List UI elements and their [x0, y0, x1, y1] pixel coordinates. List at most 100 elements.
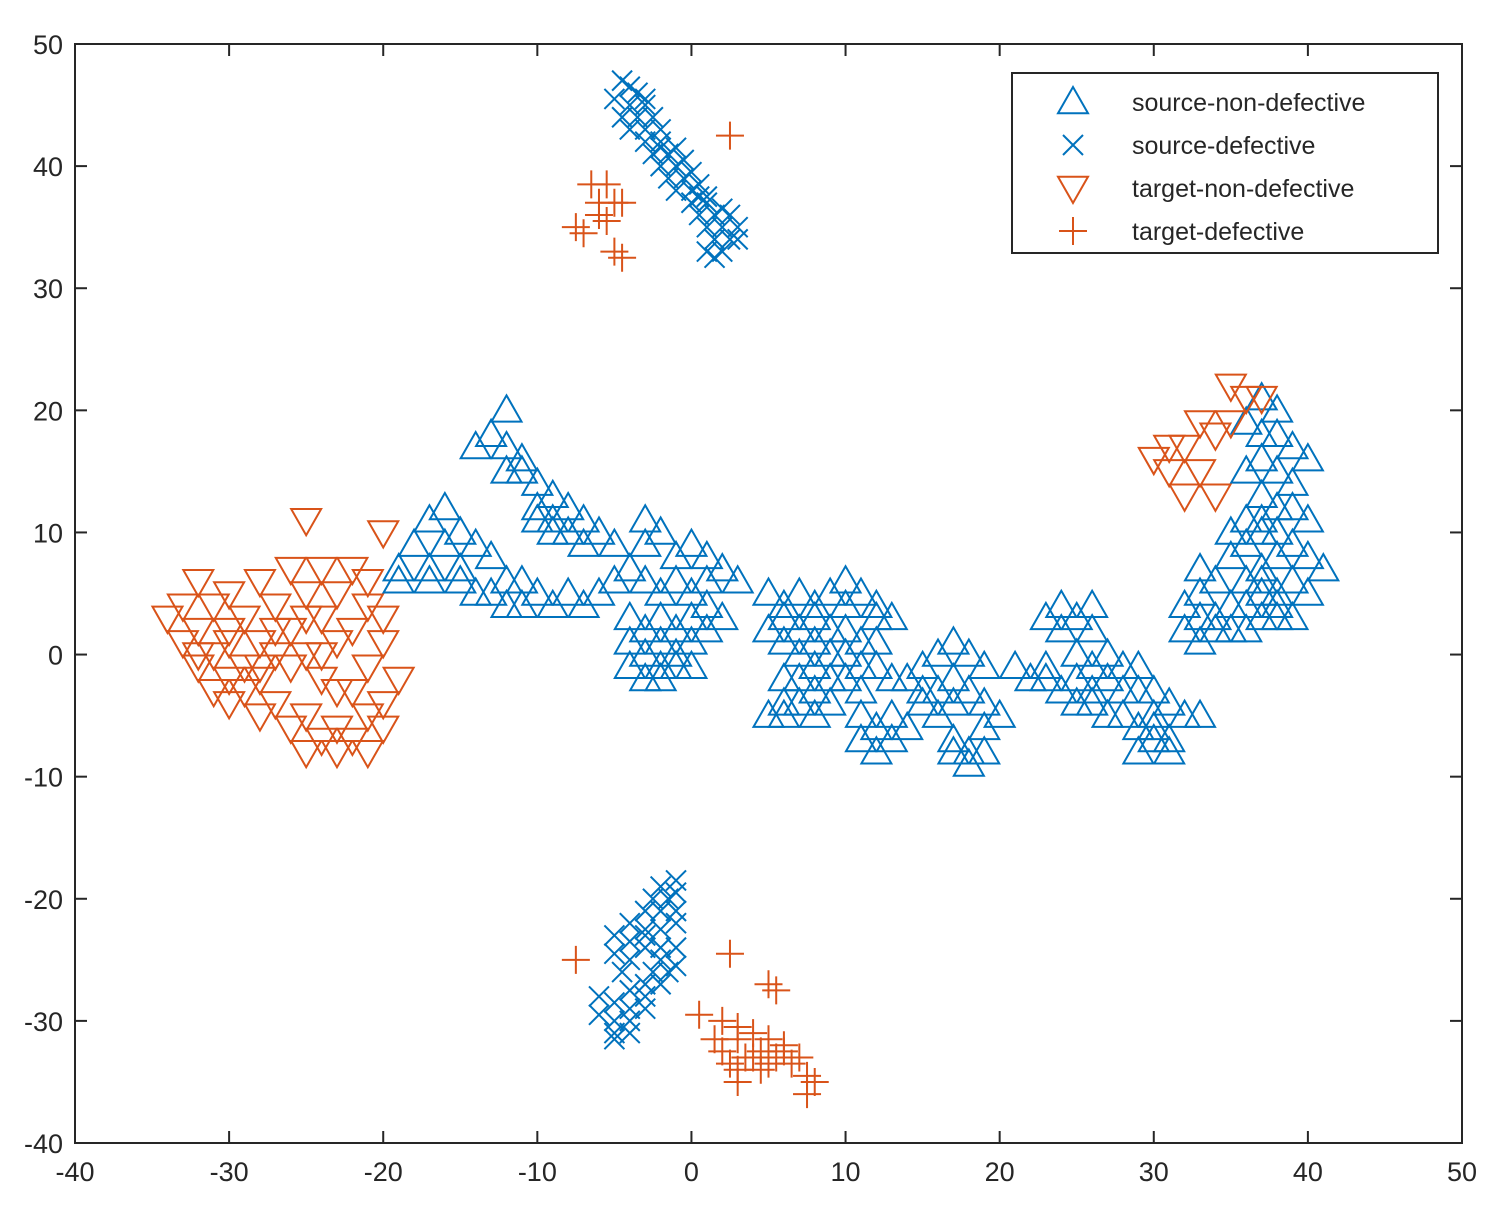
target-defective-point: [569, 219, 598, 248]
source-defective-point: [703, 246, 726, 269]
source-defective-point: [619, 94, 641, 116]
legend-marker-target-non-defective: [1056, 175, 1090, 206]
source-non-defective-point: [674, 649, 709, 680]
source-defective-point: [649, 900, 672, 922]
target-defective-point: [723, 1025, 752, 1054]
source-non-defective-point: [859, 588, 894, 618]
source-defective-point: [619, 1022, 641, 1044]
y-tick-label: 0: [48, 641, 63, 671]
target-defective-point: [739, 1019, 768, 1048]
target-non-defective-point: [1244, 385, 1279, 416]
source-non-defective-point: [412, 564, 447, 594]
source-non-defective-point: [505, 442, 539, 472]
source-non-defective-point: [1214, 539, 1248, 570]
x-tick-label: 50: [1447, 1157, 1477, 1187]
source-non-defective-point: [458, 527, 493, 557]
target-non-defective-point: [181, 654, 216, 684]
source-non-defective-point: [674, 527, 709, 557]
y-tick-label: 30: [33, 274, 63, 304]
source-defective-point: [665, 155, 687, 177]
source-non-defective-point: [875, 600, 909, 631]
source-non-defective-point: [489, 454, 524, 484]
source-non-defective-point: [751, 576, 786, 606]
source-non-defective-point: [952, 674, 986, 704]
source-non-defective-point: [381, 564, 416, 594]
target-non-defective-point: [320, 739, 354, 770]
target-non-defective-point: [320, 678, 354, 709]
x-tick-label: 30: [1139, 1157, 1169, 1187]
target-non-defective-point: [274, 556, 308, 587]
source-non-defective-point: [1275, 491, 1310, 521]
source-defective-point: [634, 130, 656, 153]
y-tick-label: -20: [24, 885, 63, 915]
x-tick-label: 10: [831, 1157, 861, 1187]
source-defective-point: [603, 88, 626, 110]
source-defective-point: [665, 936, 687, 959]
source-defective-point: [649, 155, 672, 177]
source-non-defective-point: [628, 527, 662, 557]
source-non-defective-point: [690, 588, 724, 618]
target-defective-point: [785, 1043, 814, 1072]
target-non-defective-point: [1214, 410, 1248, 440]
target-defective-point: [762, 976, 791, 1005]
source-defective-point: [719, 228, 741, 251]
source-defective-point: [665, 912, 687, 934]
source-non-defective-point: [1229, 454, 1263, 484]
target-defective-point: [793, 1080, 822, 1109]
target-defective-point: [600, 237, 629, 266]
source-non-defective-point: [859, 649, 894, 680]
y-tick-label: 10: [33, 518, 63, 548]
source-non-defective-point: [705, 552, 739, 582]
legend: source-non-defective source-defective targ…: [1011, 72, 1439, 254]
source-non-defective-point: [1244, 381, 1279, 411]
source-defective-point: [634, 997, 656, 1020]
source-non-defective-point: [844, 576, 878, 606]
source-defective-point: [665, 179, 687, 202]
source-defective-point: [603, 1022, 626, 1044]
source-non-defective-point: [936, 723, 971, 753]
source-non-defective-point: [428, 491, 462, 521]
source-defective-point: [703, 204, 726, 226]
target-non-defective-point: [1198, 483, 1233, 513]
source-non-defective-point: [443, 552, 478, 582]
y-axis: 50 40 30 20 10 0 -10 -20 -30 -40: [24, 30, 1462, 1159]
source-non-defective-point: [520, 576, 555, 606]
source-non-defective-point: [1244, 442, 1279, 472]
series-target-non-defective: [150, 373, 1279, 770]
target-defective-point: [592, 207, 621, 236]
x-tick-label: 40: [1293, 1157, 1323, 1187]
source-non-defective-point: [643, 600, 678, 631]
source-non-defective-point: [474, 576, 508, 606]
source-non-defective-point: [643, 515, 678, 545]
x-tick-label: -40: [55, 1157, 94, 1187]
x-tick-label: -20: [364, 1157, 403, 1187]
source-non-defective-point: [1291, 442, 1325, 472]
source-defective-point: [588, 1004, 610, 1026]
target-defective-point: [754, 1025, 783, 1054]
source-non-defective-point: [412, 503, 447, 533]
target-defective-point: [708, 1037, 737, 1066]
source-non-defective-point: [705, 600, 739, 631]
source-defective-point: [657, 888, 680, 910]
source-non-defective-point: [1291, 539, 1325, 570]
target-non-defective-point: [289, 507, 323, 538]
source-non-defective-point: [1059, 637, 1094, 667]
target-non-defective-point: [351, 569, 385, 599]
y-tick-label: -10: [24, 763, 63, 793]
target-non-defective-point: [274, 654, 308, 684]
source-non-defective-point: [551, 576, 585, 606]
source-defective-point: [619, 949, 641, 971]
target-non-defective-point: [181, 642, 216, 672]
target-non-defective-point: [1214, 373, 1248, 403]
target-defective-point: [739, 1043, 768, 1072]
target-non-defective-point: [366, 715, 400, 745]
source-non-defective-point: [597, 527, 632, 557]
source-non-defective-point: [1029, 649, 1063, 680]
source-non-defective-point: [967, 710, 1001, 741]
source-non-defective-point: [1244, 503, 1279, 533]
target-non-defective-point: [1183, 459, 1217, 489]
axes-box: [74, 43, 1463, 1144]
target-non-defective-point: [351, 739, 385, 770]
target-non-defective-point: [181, 569, 216, 599]
source-defective-point: [603, 943, 626, 965]
